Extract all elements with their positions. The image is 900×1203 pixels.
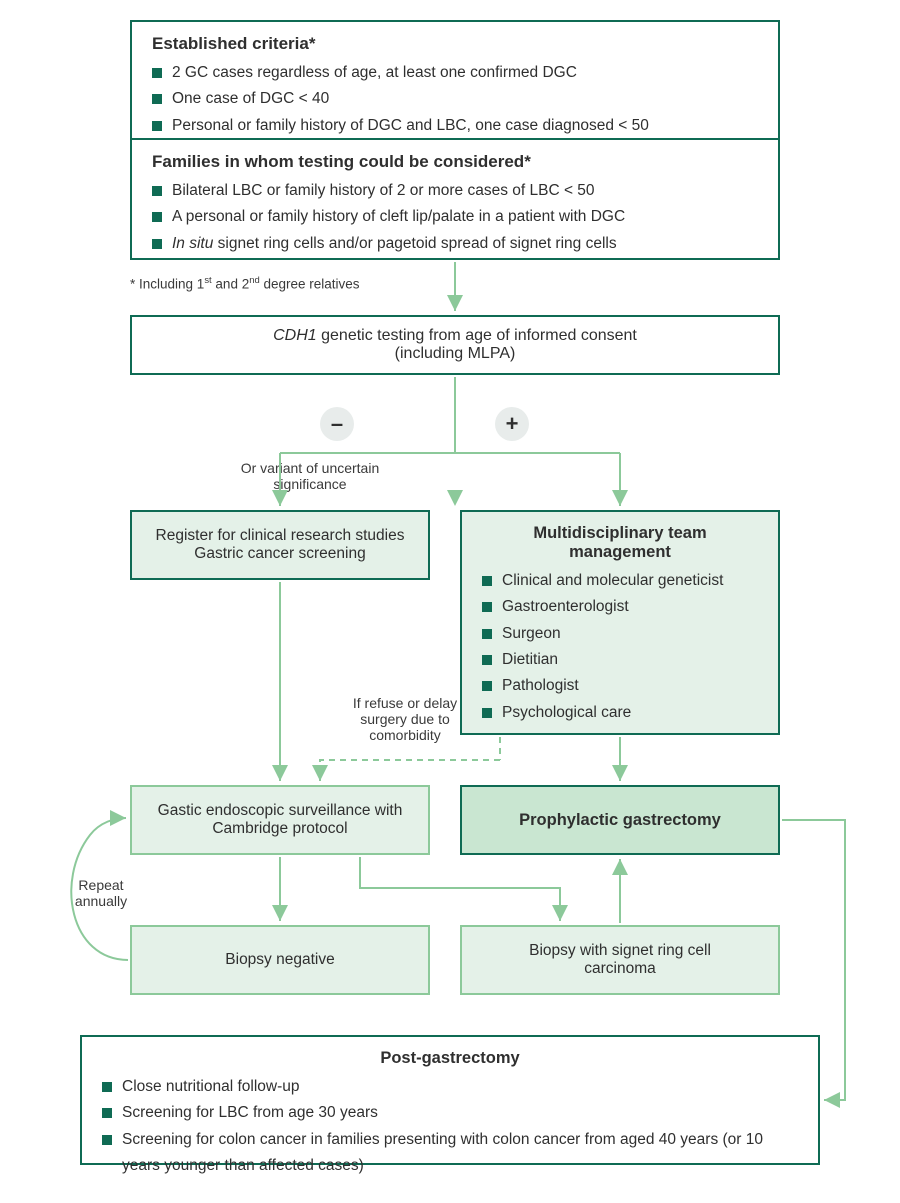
footnote-relatives: * Including 1st and 2nd degree relatives <box>130 275 360 292</box>
list-item: Personal or family history of DGC and LB… <box>152 113 758 139</box>
biopsy-signet-box: Biopsy with signet ring cell carcinoma <box>460 925 780 995</box>
mdt-title: Multidisciplinary team management <box>482 524 758 562</box>
post-gastrectomy-title: Post-gastrectomy <box>102 1049 798 1068</box>
criteria-considered-list: Bilateral LBC or family history of 2 or … <box>152 178 758 257</box>
list-item: Bilateral LBC or family history of 2 or … <box>152 178 758 204</box>
list-item: Surgeon <box>482 621 758 647</box>
criteria-considered-title: Families in whom testing could be consid… <box>152 152 758 172</box>
criteria-considered-box: Families in whom testing could be consid… <box>130 140 780 260</box>
list-item: Screening for colon cancer in families p… <box>102 1127 798 1180</box>
list-item: 2 GC cases regardless of age, at least o… <box>152 60 758 86</box>
badge-positive: + <box>495 407 529 441</box>
note-repeat: Repeat annually <box>66 877 136 909</box>
list-item: One case of DGC < 40 <box>152 86 758 112</box>
gastrectomy-box: Prophylactic gastrectomy <box>460 785 780 855</box>
cdh1-testing-box: CDH1 genetic testing from age of informe… <box>130 315 780 375</box>
register-box: Register for clinical research studies G… <box>130 510 430 580</box>
list-item: Pathologist <box>482 673 758 699</box>
list-item: Psychological care <box>482 700 758 726</box>
list-item: A personal or family history of cleft li… <box>152 204 758 230</box>
criteria-established-box: Established criteria* 2 GC cases regardl… <box>130 20 780 140</box>
list-item: Dietitian <box>482 647 758 673</box>
list-item: Close nutritional follow-up <box>102 1074 798 1100</box>
list-item: Clinical and molecular geneticist <box>482 568 758 594</box>
mdt-list: Clinical and molecular geneticist Gastro… <box>482 568 758 726</box>
list-item: Screening for LBC from age 30 years <box>102 1100 798 1126</box>
criteria-established-title: Established criteria* <box>152 34 758 54</box>
post-gastrectomy-list: Close nutritional follow-up Screening fo… <box>102 1074 798 1179</box>
list-item: In situ signet ring cells and/or pagetoi… <box>152 231 758 257</box>
biopsy-negative-box: Biopsy negative <box>130 925 430 995</box>
note-refuse: If refuse or delay surgery due to comorb… <box>330 695 480 743</box>
criteria-established-list: 2 GC cases regardless of age, at least o… <box>152 60 758 139</box>
cdh1-line1: CDH1 genetic testing from age of informe… <box>273 327 637 345</box>
note-variant: Or variant of uncertain significance <box>220 460 400 492</box>
badge-negative: – <box>320 407 354 441</box>
cdh1-line2: (including MLPA) <box>395 345 516 363</box>
surveillance-box: Gastic endoscopic surveillance with Camb… <box>130 785 430 855</box>
list-item: Gastroenterologist <box>482 594 758 620</box>
mdt-box: Multidisciplinary team management Clinic… <box>460 510 780 735</box>
post-gastrectomy-box: Post-gastrectomy Close nutritional follo… <box>80 1035 820 1165</box>
